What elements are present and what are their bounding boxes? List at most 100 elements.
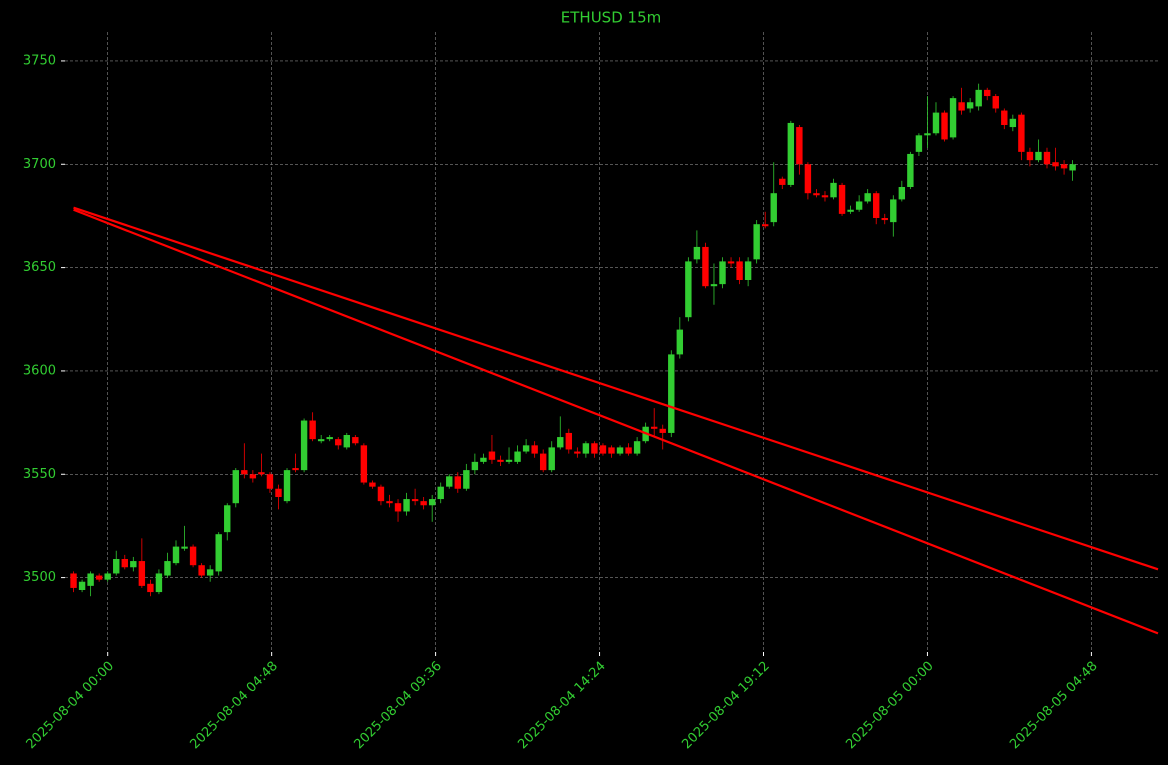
candle-body: [198, 565, 205, 576]
candle-body: [386, 501, 393, 504]
candle-body: [164, 561, 171, 576]
candle-body: [975, 89, 982, 107]
candle-body: [420, 501, 427, 506]
y-tick-label: 3750: [23, 53, 56, 68]
trend-line: [73, 208, 1159, 635]
candle-body: [710, 284, 718, 287]
candle-body: [104, 573, 111, 580]
candle-body: [924, 133, 931, 136]
candle-body: [147, 583, 154, 593]
candle-body: [480, 457, 487, 462]
candle-body: [531, 445, 538, 454]
candle-body: [958, 102, 965, 111]
candle-body: [898, 187, 906, 200]
candle-body: [685, 261, 692, 318]
trend-line: [73, 206, 1159, 571]
candle-body: [1026, 151, 1034, 161]
candle-body: [847, 209, 854, 212]
candle-body: [881, 218, 888, 221]
y-tick-label: 3500: [23, 570, 56, 585]
candle-body: [87, 573, 94, 586]
candle-body: [428, 499, 436, 506]
candle-body: [992, 96, 999, 109]
candle-body: [821, 195, 829, 198]
candle-body: [796, 127, 803, 165]
y-tick-label: 3700: [23, 157, 56, 172]
y-tick-label: 3550: [23, 467, 56, 482]
candle-body: [949, 98, 957, 138]
candle-body: [300, 420, 308, 471]
candle-body: [599, 445, 607, 454]
candle-body: [770, 193, 777, 223]
candle-body: [189, 546, 197, 566]
candle-body: [369, 482, 376, 487]
candle-body: [249, 474, 257, 479]
candle-body: [232, 470, 239, 504]
candle-body: [1009, 118, 1017, 128]
candle-body: [762, 224, 769, 227]
candle-body: [1035, 151, 1042, 161]
candle-body: [78, 581, 86, 590]
candle-body: [95, 575, 103, 580]
candle-body: [890, 199, 897, 223]
candle-body: [463, 470, 470, 489]
candle-body: [736, 261, 743, 280]
candle-body: [1001, 110, 1008, 125]
candle-body: [471, 461, 479, 471]
candle-body: [932, 112, 940, 134]
candle-body: [633, 441, 641, 454]
candle-body: [693, 246, 701, 260]
candle-body: [514, 451, 521, 462]
candle-body: [522, 445, 530, 452]
candle-body: [317, 439, 325, 442]
chart-title: ETHUSD 15m: [561, 9, 661, 27]
candle-body: [864, 193, 871, 202]
candle-body: [335, 439, 342, 446]
candle-body: [283, 470, 291, 502]
candle-body: [138, 561, 146, 586]
candle-body: [437, 486, 444, 500]
candle-body: [292, 468, 299, 471]
candle-body: [719, 261, 726, 285]
candle-body: [121, 559, 128, 568]
candle-body: [113, 559, 120, 574]
candle-body: [744, 261, 752, 280]
candle-body: [539, 453, 547, 471]
candle-body: [676, 329, 684, 355]
candle-body: [702, 246, 709, 287]
candle-body: [155, 573, 163, 593]
candle-body: [360, 445, 368, 483]
candle-body: [616, 447, 624, 454]
y-tick-label: 3650: [23, 260, 56, 275]
candle-body: [966, 102, 974, 109]
candle-body: [907, 153, 914, 187]
candle-body: [591, 443, 598, 454]
candle-body: [668, 354, 675, 433]
candle-body: [873, 193, 880, 218]
candle-body: [779, 178, 786, 185]
candle-body: [1069, 164, 1076, 171]
candle-body: [343, 435, 350, 448]
candle-body: [206, 569, 214, 576]
candle-body: [650, 426, 658, 429]
candle-body: [326, 437, 333, 440]
candle-body: [1018, 114, 1025, 152]
candle-body: [172, 546, 180, 564]
candle-body: [403, 499, 410, 512]
candle-body: [224, 505, 231, 533]
candle-body: [787, 122, 795, 185]
candle-body: [70, 573, 77, 588]
candle-body: [1052, 162, 1059, 167]
candle-body: [557, 437, 564, 448]
candle-body: [488, 451, 496, 460]
candle-body: [855, 201, 863, 210]
candle-body: [565, 432, 573, 450]
candle-body: [454, 476, 461, 489]
candle-body: [941, 112, 948, 140]
candle-body: [753, 224, 760, 260]
candle-body: [608, 447, 615, 454]
candle-body: [582, 443, 590, 454]
candle-body: [446, 476, 453, 487]
